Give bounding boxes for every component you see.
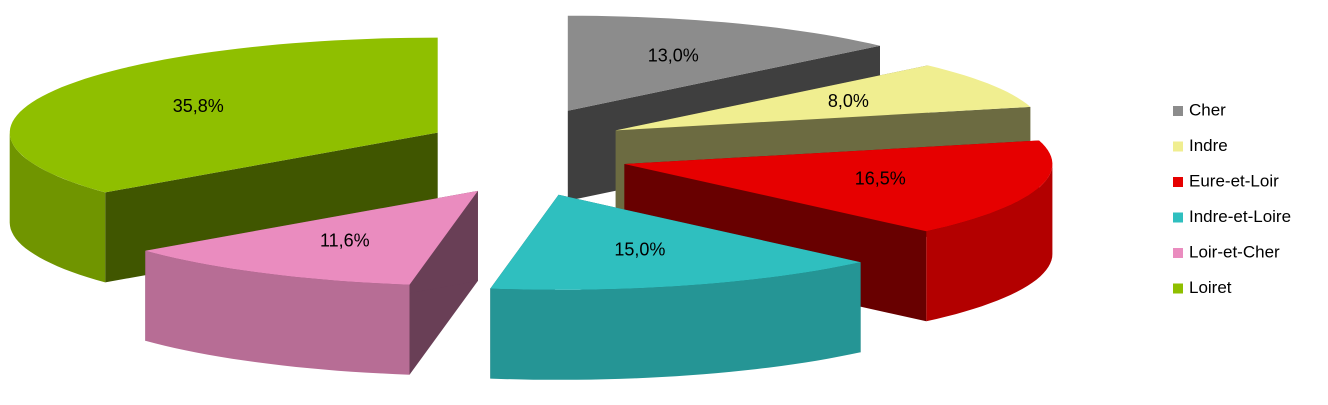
legend-swatch: [1173, 141, 1183, 152]
slice-side: [490, 262, 861, 380]
data-label: 13,0%: [648, 45, 699, 65]
slice-side: [926, 164, 1053, 322]
slice: [145, 190, 478, 375]
legend-label: Loiret: [1189, 278, 1232, 297]
slice-side: [145, 250, 410, 375]
slice: [624, 140, 1053, 322]
slice-top: [615, 65, 1031, 131]
data-label: 8,0%: [828, 91, 869, 111]
slice: [490, 194, 861, 380]
slice-top: [145, 190, 478, 285]
legend-swatch: [1173, 106, 1183, 116]
pie: 13,0% 8,0% 16,5% 15,0% 11,6% 35,8%: [9, 15, 1053, 380]
legend-label: Eure-et-Loir: [1189, 171, 1279, 190]
legend: Cher Indre Eure-et-Loir Indre-et-Loire Loir-…: [1173, 100, 1291, 297]
legend-label: Cher: [1189, 100, 1226, 119]
legend-swatch: [1173, 248, 1183, 258]
data-label: 15,0%: [614, 240, 665, 260]
data-label: 16,5%: [855, 168, 906, 188]
data-label: 11,6%: [320, 231, 370, 251]
slice-top: [490, 194, 861, 290]
legend-label: Indre-et-Loire: [1189, 207, 1291, 226]
legend-label: Loir-et-Cher: [1189, 242, 1280, 261]
slice-top: [9, 37, 438, 193]
legend-swatch: [1173, 177, 1183, 187]
legend-swatch: [1173, 283, 1183, 294]
legend-swatch: [1173, 212, 1183, 223]
slice-top: [624, 140, 1053, 232]
data-label: 35,8%: [173, 96, 224, 116]
legend-label: Indre: [1189, 136, 1228, 155]
slice-top: [567, 15, 880, 111]
slice-side: [9, 132, 106, 283]
